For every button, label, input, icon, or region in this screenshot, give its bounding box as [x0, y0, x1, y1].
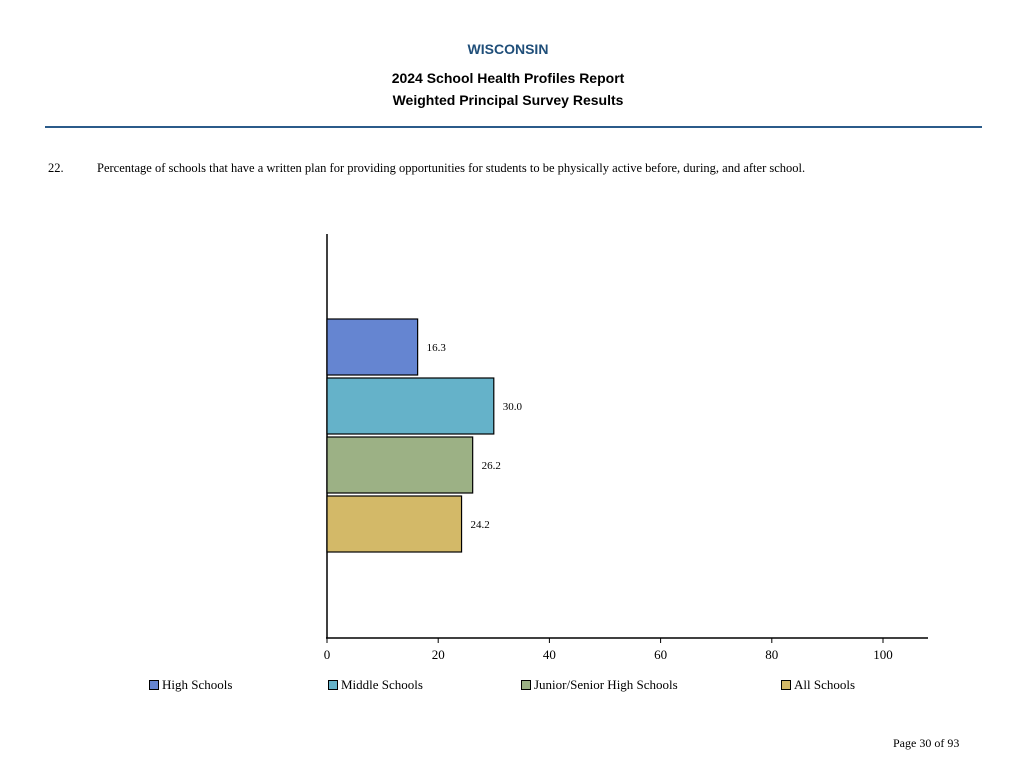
bar-middle-schools: [326, 377, 495, 435]
legend-swatch: [149, 680, 159, 690]
legend-item-all-schools: All Schools: [781, 677, 855, 693]
legend-label: Junior/Senior High Schools: [534, 677, 678, 692]
report-subtitle: Weighted Principal Survey Results: [392, 92, 624, 108]
bar-junior-senior-high-schools: [326, 436, 474, 494]
x-tick-label: 80: [765, 647, 778, 662]
x-tick-label: 60: [654, 647, 667, 662]
page-number: Page 30 of 93: [893, 736, 960, 750]
legend-item-middle-schools: Middle Schools: [328, 677, 423, 693]
bar-value-label: 16.3: [427, 342, 447, 354]
x-tick-label: 20: [432, 647, 445, 662]
x-tick-label: 0: [324, 647, 331, 662]
legend-label: All Schools: [794, 677, 856, 692]
question-number: 22.: [48, 161, 64, 175]
legend-label: High Schools: [162, 677, 233, 692]
question-text: Percentage of schools that have a writte…: [97, 161, 806, 175]
state-heading: WISCONSIN: [467, 41, 549, 57]
x-tick-label: 100: [873, 647, 893, 662]
bars-group: 16.3 30.0 26.2 24.2: [326, 318, 523, 553]
report-title: 2024 School Health Profiles Report: [391, 70, 625, 86]
legend-item-junior-senior-high-schools: Junior/Senior High Schools: [521, 677, 678, 693]
x-ticks-group: 0 20 40 60 80 100: [324, 638, 893, 662]
legend-item-high-schools: High Schools: [149, 677, 232, 693]
bar-value-label: 24.2: [471, 519, 490, 531]
bar-high-schools: [326, 318, 419, 376]
x-tick-label: 40: [543, 647, 556, 662]
header-divider: [45, 126, 982, 128]
bar-value-label: 30.0: [503, 401, 523, 413]
bar-value-label: 26.2: [482, 460, 501, 472]
legend-label: Middle Schools: [341, 677, 423, 692]
legend-swatch: [781, 680, 791, 690]
legend-swatch: [328, 680, 338, 690]
bar-all-schools: [326, 495, 463, 553]
legend-swatch: [521, 680, 531, 690]
